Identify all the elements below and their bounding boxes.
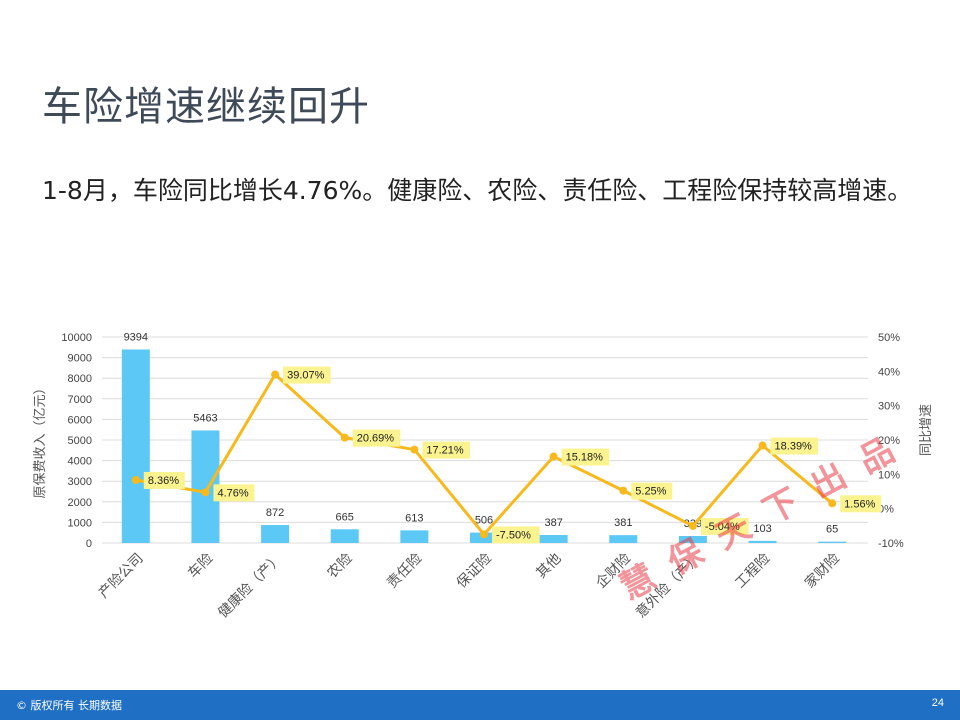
bar-value-label: 9394 <box>124 331 148 343</box>
copyright-text: © 版权所有 长期数据 <box>16 699 122 712</box>
x-tick-label: 责任险 <box>384 551 425 592</box>
y-tick-label: 2000 <box>68 497 92 509</box>
y2-tick-label: 10% <box>878 469 900 481</box>
bar-value-label: 5463 <box>193 412 217 424</box>
growth-value-label: 18.39% <box>775 441 813 453</box>
growth-value-label: 8.36% <box>148 475 179 487</box>
y2-tick-label: 40% <box>878 366 900 378</box>
slide-title: 车险增速继续回升 <box>42 84 370 130</box>
bar <box>748 540 777 543</box>
growth-point <box>201 488 210 497</box>
growth-point <box>340 433 349 442</box>
combo-chart: 0 1000 2000 3000 4000 5000 6000 7000 8000 9000 100… <box>33 331 934 621</box>
y-tick-label: 8000 <box>68 373 92 385</box>
y2-axis-title: 同比增速 <box>919 404 934 456</box>
y-tick-label: 0 <box>86 538 92 550</box>
growth-value-label: 15.18% <box>566 452 604 464</box>
y-tick-label: 10000 <box>61 332 92 344</box>
y-tick-label: 9000 <box>68 353 92 365</box>
y-tick-label: 1000 <box>68 517 92 529</box>
growth-label-bg <box>352 429 401 447</box>
y-tick-label: 3000 <box>68 476 92 488</box>
x-tick-label: 农险 <box>324 551 355 582</box>
growth-point <box>271 370 280 379</box>
bar-value-label: 665 <box>336 511 354 523</box>
growth-label-bg <box>561 448 610 466</box>
bar-value-label: 872 <box>266 507 284 519</box>
growth-value-label: 17.21% <box>426 445 464 457</box>
footer-bar: © 版权所有 长期数据 24 <box>0 690 960 720</box>
x-tick-label: 产险公司 <box>96 551 147 602</box>
bar <box>261 525 290 543</box>
bar <box>330 529 359 543</box>
bar <box>400 530 429 543</box>
x-tick-label: 健康险（产） <box>215 550 286 621</box>
growth-value-label: 5.25% <box>635 486 666 498</box>
growth-point <box>758 441 767 450</box>
growth-label-bg <box>700 517 749 535</box>
growth-point <box>131 475 140 484</box>
bar-value-label: 613 <box>405 512 423 524</box>
y-tick-label: 7000 <box>68 394 92 406</box>
bar-value-label: 387 <box>544 517 562 529</box>
bar-value-label: 65 <box>826 524 838 536</box>
bar <box>818 541 847 543</box>
y-tick-label: 5000 <box>68 435 92 447</box>
growth-label-bg <box>143 471 185 489</box>
x-tick-label: 车险 <box>184 550 216 582</box>
growth-label-bg <box>770 437 819 455</box>
page-number: 24 <box>931 697 944 709</box>
growth-point <box>828 499 837 508</box>
growth-label-bg <box>840 495 882 513</box>
x-tick-label: 保证险 <box>454 551 495 592</box>
bar <box>609 535 638 543</box>
growth-label-bg <box>213 484 255 502</box>
growth-value-label: -5.04% <box>705 521 740 533</box>
bar-value-label: 506 <box>475 515 493 527</box>
growth-label-bg <box>631 482 673 500</box>
growth-point <box>549 452 558 461</box>
y2-tick-label: 50% <box>878 332 900 344</box>
growth-label-bg <box>283 366 331 384</box>
growth-label-bg <box>492 526 540 544</box>
growth-point <box>688 521 697 530</box>
growth-value-label: 39.07% <box>287 370 325 382</box>
bar <box>121 349 150 543</box>
y2-tick-label: -10% <box>878 538 904 550</box>
bar <box>539 535 568 543</box>
bar <box>678 536 707 543</box>
growth-value-label: 4.76% <box>217 487 248 499</box>
y-tick-label: 6000 <box>68 414 92 426</box>
y-tick-label: 4000 <box>68 456 92 468</box>
x-tick-label: 其他 <box>533 551 564 582</box>
growth-label-bg <box>422 441 470 459</box>
growth-point <box>410 445 419 454</box>
bar-value-label: 103 <box>753 523 771 535</box>
slide-subtitle: 1-8月，车险同比增长4.76%。健康险、农险、责任险、工程险保持较高增速。 <box>42 176 913 205</box>
y2-tick-label: 20% <box>878 435 900 447</box>
growth-value-label: -7.50% <box>496 529 531 541</box>
y-axis-title: 原保费收入（亿元） <box>33 381 48 498</box>
growth-point <box>480 530 488 539</box>
growth-point <box>619 486 628 495</box>
growth-value-label: 1.56% <box>844 498 875 510</box>
bar-value-label: 381 <box>614 517 632 529</box>
y2-tick-label: 30% <box>878 401 900 413</box>
x-tick-label: 工程险 <box>732 551 773 592</box>
y2-tick-label: 0% <box>878 504 894 516</box>
x-tick-label: 家财险 <box>801 550 843 592</box>
growth-value-label: 20.69% <box>357 433 395 445</box>
